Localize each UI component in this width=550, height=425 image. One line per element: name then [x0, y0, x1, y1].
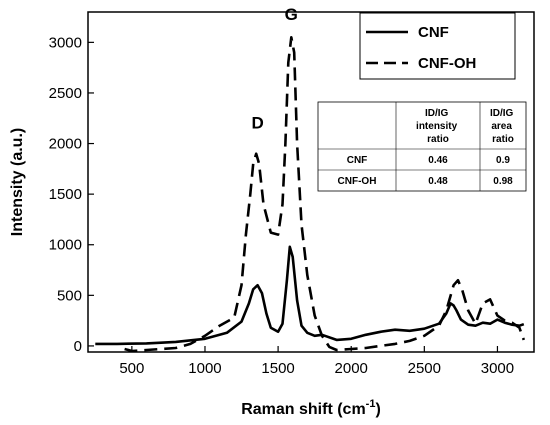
x-axis-title-sup: -1 — [366, 398, 376, 410]
x-tick-label: 1500 — [261, 360, 294, 377]
table-header-intensity-line: ID/IG — [425, 108, 449, 119]
x-axis-title-end: ) — [375, 401, 380, 418]
table-header-intensity-line: ratio — [427, 134, 449, 145]
table-cell-cnf-oh-area: 0.98 — [493, 176, 513, 187]
series-layer — [95, 36, 526, 353]
y-axis-title: Intensity (a.u.) — [9, 128, 26, 236]
legend-label-cnf: CNF — [418, 24, 449, 41]
y-tick-label: 0 — [74, 338, 82, 355]
y-tick-label: 1500 — [49, 186, 82, 203]
table-header-intensity-line: intensity — [416, 121, 458, 132]
legend-box — [359, 12, 516, 80]
table-cell-cnf-name: CNF — [347, 155, 368, 166]
peak-label-d: D — [251, 113, 263, 132]
x-axis-title-main: Raman shift (cm — [241, 401, 365, 418]
table-header-area-line: ratio — [492, 134, 514, 145]
table-header-area-line: ID/IG — [490, 108, 514, 119]
x-tick-label: 500 — [119, 360, 144, 377]
table-frame — [317, 101, 527, 192]
x-tick-label: 2000 — [335, 360, 368, 377]
table-header-area: ID/IG area ratio — [490, 108, 516, 145]
ratio-table: ID/IG intensity ratio ID/IG area ratio C… — [317, 101, 527, 192]
x-axis-title: Raman shift (cm-1) — [241, 398, 381, 418]
table-header-area-line: area — [491, 121, 512, 132]
table-cell-cnf-area: 0.9 — [496, 155, 510, 166]
x-tick-label: 2500 — [408, 360, 441, 377]
table-cell-cnf-intensity: 0.46 — [428, 155, 448, 166]
table-header-intensity: ID/IG intensity ratio — [416, 108, 460, 145]
legend: CNF CNF-OH — [359, 12, 516, 80]
x-tick-label: 3000 — [481, 360, 514, 377]
y-tick-label: 3000 — [49, 34, 82, 51]
ticks-layer: 500 1000 1500 2000 2500 3000 0 500 1000 1500 2000 2… — [49, 34, 515, 377]
table-cell-cnf-oh-intensity: 0.48 — [428, 176, 448, 187]
series-line-cnf-oh — [124, 36, 526, 353]
y-tick-label: 1000 — [49, 237, 82, 254]
y-tick-label: 2000 — [49, 136, 82, 153]
peak-label-g: G — [285, 5, 298, 24]
y-tick-label: 2500 — [49, 85, 82, 102]
annotation-layer: DG — [251, 5, 297, 132]
x-tick-label: 1000 — [188, 360, 221, 377]
y-tick-label: 500 — [57, 287, 82, 304]
table-cell-cnf-oh-name: CNF-OH — [338, 176, 377, 187]
legend-label-cnf-oh: CNF-OH — [418, 55, 476, 72]
